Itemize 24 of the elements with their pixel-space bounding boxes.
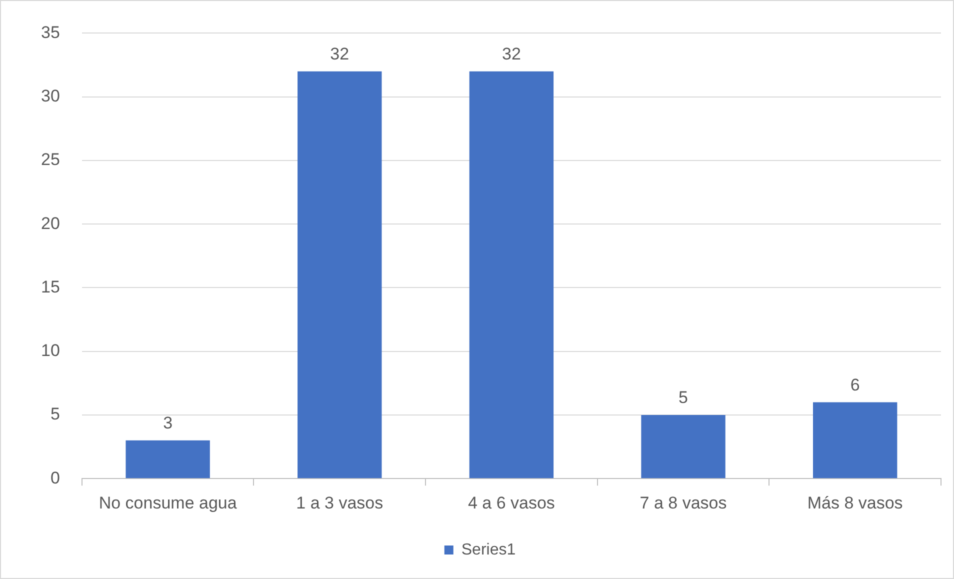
x-tick-label: 7 a 8 vasos bbox=[640, 493, 727, 512]
x-tick-label: 4 a 6 vasos bbox=[468, 493, 555, 512]
x-tick-label: No consume agua bbox=[98, 493, 238, 512]
y-tick-label: 35 bbox=[40, 22, 60, 42]
data-label: 5 bbox=[678, 388, 688, 408]
y-tick-label: 5 bbox=[50, 404, 60, 424]
y-tick-label: 15 bbox=[40, 277, 60, 296]
data-label: 3 bbox=[163, 414, 173, 433]
bar bbox=[469, 71, 554, 478]
y-tick-label: 10 bbox=[40, 341, 60, 360]
bar bbox=[126, 440, 210, 478]
y-tick-label: 25 bbox=[40, 150, 60, 170]
y-tick-label: 30 bbox=[40, 86, 60, 106]
x-tick-label: 1 a 3 vasos bbox=[296, 493, 384, 512]
bar bbox=[812, 402, 898, 478]
x-tick-label: Más 8 vasos bbox=[807, 493, 903, 512]
bar bbox=[298, 71, 382, 478]
y-tick-label: 0 bbox=[50, 468, 60, 488]
data-label: 32 bbox=[502, 44, 521, 64]
legend-label: Series1 bbox=[461, 541, 516, 558]
bar bbox=[641, 414, 726, 478]
data-label: 32 bbox=[330, 44, 350, 64]
data-label: 6 bbox=[850, 375, 860, 394]
y-tick-label: 20 bbox=[40, 214, 60, 233]
